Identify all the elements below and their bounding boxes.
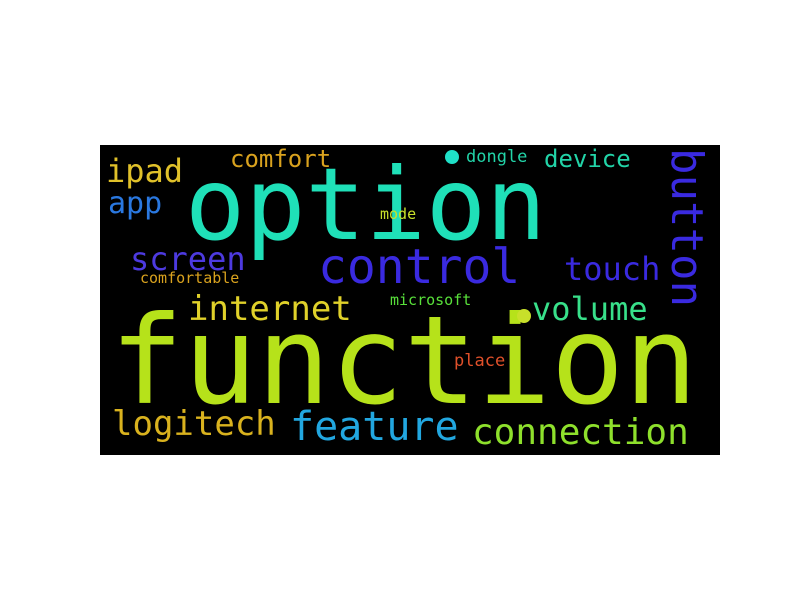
word-function: function xyxy=(110,290,698,432)
word-button: button xyxy=(661,148,712,307)
word-connection: connection xyxy=(472,412,689,453)
word-comfortable: comfortable xyxy=(140,269,240,287)
word-touch: touch xyxy=(564,250,661,288)
word-cloud: function option control button feature c… xyxy=(100,145,720,455)
word-place: place xyxy=(454,351,506,371)
word-feature: feature xyxy=(290,404,459,450)
word-logitech: logitech xyxy=(112,404,276,444)
word-ipad: ipad xyxy=(106,152,184,190)
word-device: device xyxy=(544,145,631,173)
dot-middle xyxy=(517,309,531,323)
word-internet: internet xyxy=(188,289,352,329)
word-microsoft: microsoft xyxy=(390,291,472,309)
word-app: app xyxy=(108,186,163,221)
word-mode: mode xyxy=(380,205,417,223)
word-dongle: dongle xyxy=(466,147,528,167)
word-volume: volume xyxy=(532,290,648,328)
dot-top xyxy=(445,150,459,164)
word-comfort: comfort xyxy=(230,145,332,173)
word-option: option xyxy=(185,146,547,263)
word-screen: screen xyxy=(130,240,246,278)
word-control: control xyxy=(318,239,521,295)
